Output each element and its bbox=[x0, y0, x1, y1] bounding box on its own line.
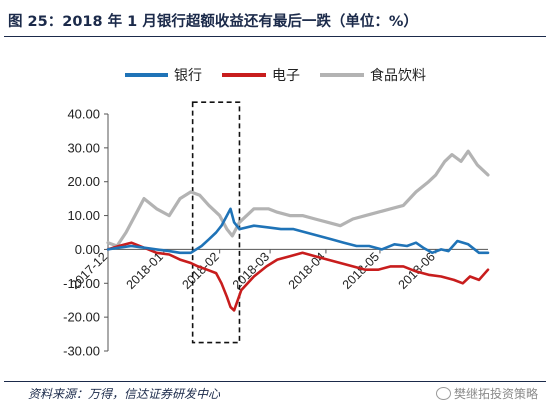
y-tick-label: 10.00 bbox=[67, 208, 100, 223]
y-tick-label: 30.00 bbox=[67, 140, 100, 155]
y-tick-label: 40.00 bbox=[67, 107, 100, 122]
series-line-1 bbox=[106, 241, 490, 312]
watermark-text: 樊继拓投资策略 bbox=[453, 387, 538, 401]
y-tick-label: -10.00 bbox=[63, 276, 100, 291]
watermark: 樊继拓投资策略 bbox=[435, 385, 538, 402]
series-line-2 bbox=[106, 149, 490, 248]
title-divider bbox=[4, 36, 546, 37]
legend-label-2: 食品饮料 bbox=[370, 67, 426, 84]
source-note: 资料来源：万得，信达证券研发中心 bbox=[28, 387, 221, 401]
source-divider bbox=[4, 381, 546, 382]
x-tick-label: 2018-02 bbox=[179, 250, 221, 292]
y-tick-label: 20.00 bbox=[67, 174, 100, 189]
figure-title: 图 25：2018 年 1 月银行超额收益还有最后一跌（单位：%） bbox=[8, 14, 418, 30]
y-tick-label: -20.00 bbox=[63, 310, 100, 325]
y-tick-label: -30.00 bbox=[63, 344, 100, 359]
chart-legend: 银行 电子 食品饮料 bbox=[125, 67, 426, 84]
y-tick-label: 0.00 bbox=[75, 242, 100, 257]
x-tick-label: 2018-01 bbox=[124, 250, 166, 292]
series-line-0 bbox=[106, 207, 490, 255]
wechat-icon bbox=[435, 387, 451, 400]
chart-series bbox=[106, 149, 490, 312]
x-tick-label: 2018-03 bbox=[230, 250, 272, 292]
legend-label-1: 电子 bbox=[272, 68, 300, 84]
highlight-region bbox=[191, 101, 241, 344]
highlight-box bbox=[191, 101, 241, 344]
legend-label-0: 银行 bbox=[174, 68, 202, 84]
